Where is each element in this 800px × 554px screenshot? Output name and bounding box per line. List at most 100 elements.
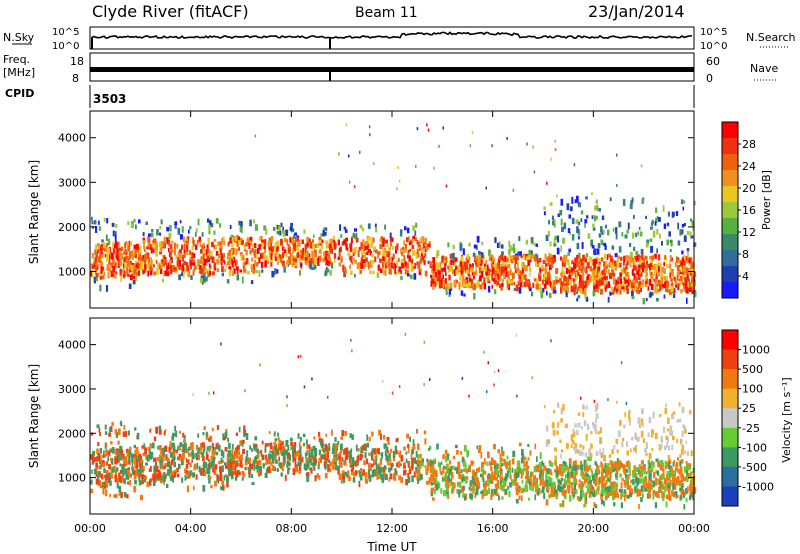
- power-echo-point: [338, 152, 340, 156]
- power-echo-point: [114, 235, 117, 243]
- velocity-echo-point: [594, 429, 597, 434]
- power-echo-point: [629, 203, 633, 209]
- power-echo-point: [454, 261, 457, 267]
- power-echo-point: [292, 242, 296, 249]
- power-echo-point: [324, 271, 327, 277]
- power-echo-point: [550, 286, 554, 291]
- power-echo-point: [592, 227, 596, 231]
- velocity-echo-point: [400, 463, 402, 467]
- velocity-echo-point: [539, 452, 542, 459]
- velocity-echo-point: [641, 422, 644, 428]
- velocity-echo-point: [624, 490, 627, 497]
- velocity-echo-point: [672, 436, 675, 441]
- velocity-echo-point: [379, 466, 383, 473]
- power-echo-point: [669, 273, 671, 279]
- power-echo-point: [96, 251, 98, 256]
- power-echo-point: [236, 274, 240, 281]
- power-echo-point: [646, 260, 649, 267]
- power-echo-point: [579, 279, 582, 284]
- velocity-echo-point: [348, 476, 351, 482]
- power-echo-point: [436, 271, 439, 276]
- velocity-echo-point: [172, 451, 176, 457]
- velocity-echo-point: [144, 448, 147, 454]
- power-echo-point: [685, 287, 688, 291]
- velocity-echo-point: [365, 478, 368, 484]
- power-echo-point: [693, 271, 696, 275]
- power-echo-point: [380, 268, 383, 274]
- power-echo-point: [509, 269, 512, 276]
- power-echo-point: [354, 228, 357, 232]
- velocity-echo-point: [354, 461, 357, 466]
- power-echo-point: [622, 280, 625, 287]
- velocity-echo-point: [474, 491, 477, 499]
- power-echo-point: [221, 255, 224, 259]
- velocity-echo-point: [590, 469, 593, 473]
- power-echo-point: [688, 261, 691, 266]
- velocity-echo-point: [360, 446, 363, 454]
- power-echo-point: [502, 261, 505, 265]
- power-echo-point: [432, 260, 436, 264]
- velocity-echo-point: [474, 479, 477, 484]
- velocity-echo-point: [428, 477, 432, 484]
- power-echo-point: [213, 238, 217, 242]
- power-echo-point: [474, 256, 477, 261]
- power-echo-point: [654, 282, 657, 289]
- velocity-echo-point: [308, 458, 312, 464]
- velocity-echo-point: [570, 466, 574, 472]
- power-echo-point: [396, 187, 398, 191]
- velocity-echo-point: [421, 458, 424, 463]
- power-echo-point: [690, 257, 693, 264]
- velocity-echo-point: [501, 458, 504, 462]
- power-echo-point: [598, 263, 601, 267]
- velocity-echo-point: [131, 457, 134, 463]
- velocity-scatter: [90, 332, 697, 510]
- velocity-echo-point: [583, 504, 587, 508]
- velocity-echo-point: [172, 476, 175, 483]
- velocity-echo-point: [406, 444, 410, 448]
- power-echo-point: [682, 206, 685, 211]
- velocity-echo-point: [218, 460, 221, 465]
- velocity-echo-point: [688, 495, 692, 501]
- power-echo-point: [625, 275, 629, 280]
- velocity-echo-point: [104, 489, 108, 497]
- velocity-echo-point: [230, 466, 233, 472]
- power-x-ticks: [89, 111, 695, 308]
- velocity-echo-point: [620, 494, 623, 500]
- velocity-echo-point: [298, 470, 301, 474]
- velocity-echo-point: [521, 488, 525, 492]
- power-echo-point: [663, 283, 666, 288]
- velocity-echo-point: [227, 464, 230, 471]
- velocity-echo-point: [623, 424, 626, 429]
- power-echo-point: [276, 269, 279, 274]
- velocity-echo-point: [604, 469, 608, 476]
- power-echo-point: [419, 268, 423, 272]
- power-echo-point: [515, 267, 519, 271]
- velocity-echo-point: [480, 466, 484, 473]
- velocity-echo-point: [516, 488, 519, 495]
- velocity-echo-point: [358, 470, 361, 474]
- power-echo-point: [416, 246, 419, 252]
- power-echo-point: [438, 144, 440, 148]
- velocity-echo-point: [106, 450, 109, 455]
- velocity-echo-point: [371, 463, 374, 467]
- power-echo-point: [685, 256, 688, 261]
- velocity-echo-point: [590, 488, 593, 493]
- power-echo-point: [526, 142, 528, 146]
- power-echo-point: [463, 293, 466, 297]
- velocity-echo-point: [318, 449, 321, 456]
- power-echo-point: [290, 222, 293, 229]
- power-echo-point: [516, 256, 520, 261]
- velocity-echo-point: [349, 453, 353, 459]
- velocity-echo-point: [390, 464, 393, 471]
- power-echo-point: [283, 246, 286, 252]
- velocity-echo-point: [664, 477, 668, 485]
- velocity-echo-point: [659, 480, 662, 487]
- power-echo-point: [556, 194, 558, 198]
- velocity-echo-point: [568, 494, 572, 502]
- velocity-echo-point: [274, 456, 277, 461]
- power-echo-point: [463, 261, 467, 266]
- velocity-echo-point: [584, 492, 588, 496]
- velocity-echo-point: [437, 461, 440, 467]
- power-echo-point: [457, 265, 461, 271]
- power-echo-point: [115, 240, 118, 246]
